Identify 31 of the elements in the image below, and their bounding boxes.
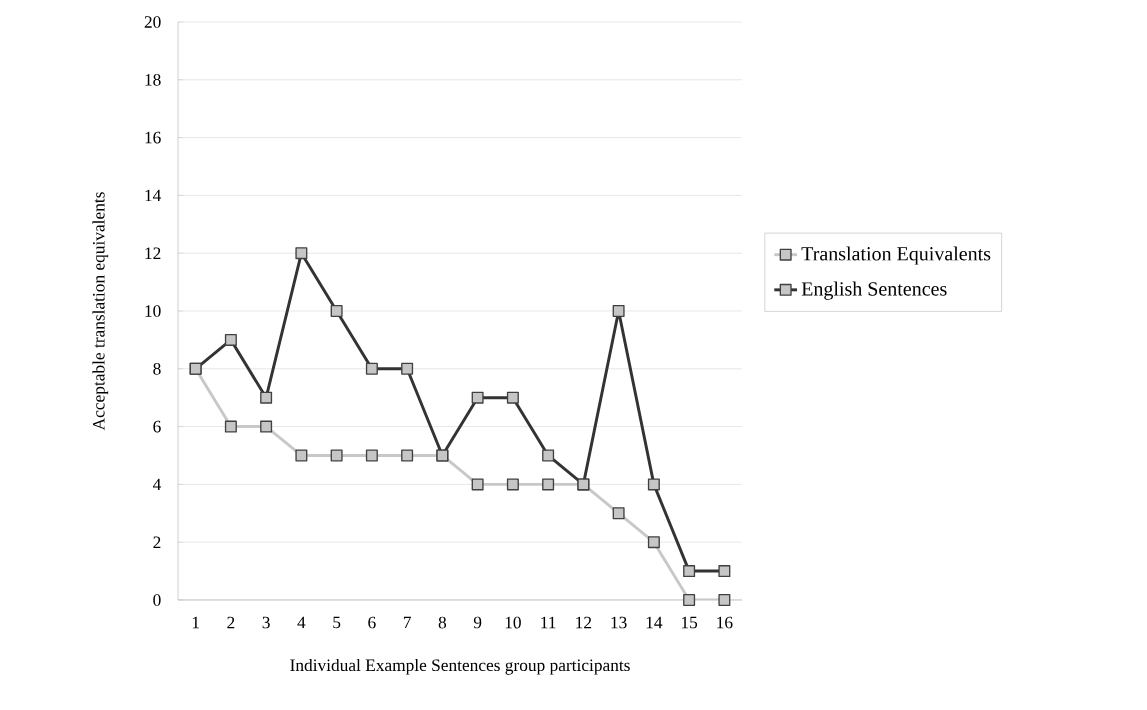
x-axis-title: Individual Example Sentences group participants	[290, 658, 630, 675]
y-tick-label: 16	[145, 131, 161, 144]
y-tick-label: 12	[145, 247, 161, 259]
y-axis-title: Acceptable translation equivalents	[92, 192, 109, 431]
y-tick-label: 2	[153, 536, 161, 548]
x-tick-label: 10	[505, 616, 521, 629]
x-tick-label: 6	[368, 616, 376, 629]
x-tick-label: 9	[473, 616, 482, 629]
y-tick-label: 6	[153, 420, 161, 433]
x-tick-label: 1	[192, 616, 199, 629]
x-tick-label: 3	[262, 616, 270, 629]
x-tick-label: 12	[576, 616, 592, 629]
x-tick-label: 4	[297, 616, 306, 629]
x-tick-label: 5	[333, 616, 341, 629]
y-tick-label: 4	[152, 478, 162, 491]
y-tick-label: 0	[153, 594, 161, 606]
y-tick-label: 20	[144, 16, 161, 28]
x-tick-label: 15	[681, 616, 698, 629]
x-tick-label: 14	[646, 616, 663, 629]
x-tick-label: 7	[403, 616, 411, 629]
y-tick-label: 8	[153, 362, 161, 375]
x-tick-label: 11	[541, 616, 556, 629]
legend-label: English Sentences	[801, 281, 947, 300]
y-tick-label: 18	[145, 73, 161, 86]
legend-label: Translation Equivalents	[801, 246, 991, 265]
x-tick-label: 8	[438, 616, 447, 629]
x-tick-label: 2	[227, 616, 235, 629]
y-tick-label: 10	[145, 305, 161, 317]
y-tick-label: 14	[145, 189, 162, 202]
x-tick-label: 13	[611, 616, 627, 629]
x-tick-label: 16	[717, 616, 733, 629]
